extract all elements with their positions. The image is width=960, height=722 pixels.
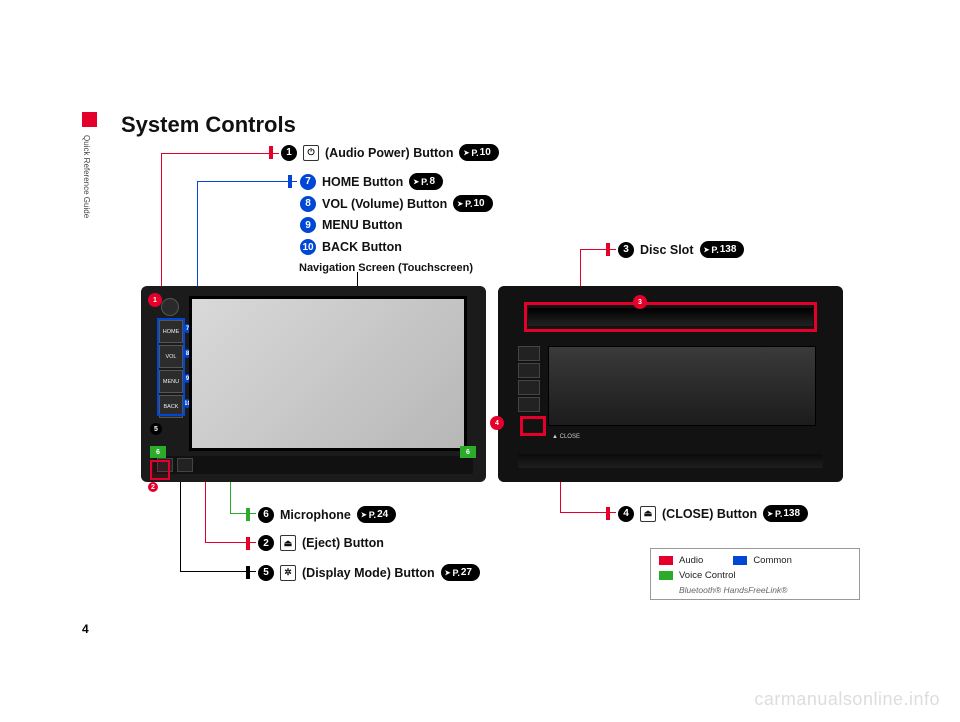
side-section-label-text: Quick Reference Guide <box>82 135 91 218</box>
callout-row: 2 ⏏ (Eject) Button <box>258 535 384 551</box>
callout-number-badge: 9 <box>300 217 316 233</box>
right-bottom-line <box>518 454 823 468</box>
legend-subtext: Bluetooth® HandsFreeLink® <box>679 585 851 595</box>
lead-mark <box>246 537 250 550</box>
bottom-bar <box>153 456 473 474</box>
lead-mark <box>606 507 610 520</box>
right-display-panel <box>548 346 816 426</box>
callout-icon: ⏻ <box>303 145 319 161</box>
touchscreen-area <box>189 296 467 451</box>
callout-icon: ✲ <box>280 565 296 581</box>
callout-row: 8 VOL (Volume) Button P.10 <box>300 195 493 212</box>
page-ref-badge: P.138 <box>763 505 808 522</box>
lead-mark <box>606 243 610 256</box>
overlay-marker-6-left: 6 <box>150 446 166 458</box>
page-ref-badge: P.24 <box>357 506 396 523</box>
callout-label: (Audio Power) Button <box>325 146 453 160</box>
callout-label: BACK Button <box>322 240 402 254</box>
power-button-graphic <box>161 298 179 316</box>
close-button-highlight <box>520 416 546 436</box>
page-ref-badge: P.138 <box>700 241 745 258</box>
legend-label-audio: Audio <box>679 555 703 566</box>
leader-line <box>230 513 256 514</box>
callout-number-badge: 2 <box>258 535 274 551</box>
overlay-marker-2: 2 <box>150 460 170 480</box>
lead-mark <box>246 508 250 521</box>
page-ref-badge: P.10 <box>453 195 492 212</box>
callout-label: MENU Button <box>322 218 403 232</box>
display-mode-button-graphic <box>177 458 193 472</box>
legend-box: Audio Common Voice Control Bluetooth® Ha… <box>650 548 860 600</box>
callout-label: Microphone <box>280 508 351 522</box>
leader-line <box>205 472 206 542</box>
callout-number-badge: 10 <box>300 239 316 255</box>
overlay-marker-3: 3 <box>633 295 647 309</box>
callout-number-badge: 4 <box>618 506 634 522</box>
leader-line <box>580 249 616 250</box>
callout-label: VOL (Volume) Button <box>322 197 447 211</box>
legend-swatch-common <box>733 556 747 565</box>
callout-number-badge: 5 <box>258 565 274 581</box>
callout-icon: ⏏ <box>280 535 296 551</box>
callout-label: (Display Mode) Button <box>302 566 435 580</box>
page-title: System Controls <box>121 112 296 138</box>
leader-line <box>180 571 256 572</box>
side-section-label: Quick Reference Guide <box>82 135 97 335</box>
leader-line <box>161 153 162 295</box>
callout-label: Disc Slot <box>640 243 694 257</box>
page-ref-badge: P.8 <box>409 173 443 190</box>
legend-label-voice: Voice Control <box>679 570 736 581</box>
legend-swatch-audio <box>659 556 673 565</box>
left-head-unit: HOME7VOL8MENU9BACK10 <box>141 286 486 482</box>
callout-row: 6 Microphone P.24 <box>258 506 396 523</box>
callout-row: 10 BACK Button <box>300 239 402 255</box>
overlay-marker-6-right: 6 <box>460 446 476 458</box>
legend-swatch-voice <box>659 571 673 580</box>
right-head-unit: ▲ CLOSE <box>498 286 843 482</box>
lead-mark <box>246 566 250 579</box>
overlay-marker-5: 5 <box>150 423 162 435</box>
leader-line <box>161 153 279 154</box>
callout-row: 5 ✲ (Display Mode) Button P.27 <box>258 564 480 581</box>
callout-number-badge: 7 <box>300 174 316 190</box>
red-corner-tab <box>82 112 97 127</box>
callout-row: 7 HOME Button P.8 <box>300 173 443 190</box>
disc-slot-highlight <box>524 302 817 332</box>
callout-number-badge: 3 <box>618 242 634 258</box>
right-left-column <box>518 346 540 412</box>
page-ref-badge: P.10 <box>459 144 498 161</box>
callout-label: (Eject) Button <box>302 536 384 550</box>
callout-label: (CLOSE) Button <box>662 507 757 521</box>
overlay-marker-1: 1 <box>148 293 162 307</box>
callout-icon: ⏏ <box>640 506 656 522</box>
callout-row: 4 ⏏ (CLOSE) Button P.138 <box>618 505 808 522</box>
callout-number-badge: 6 <box>258 507 274 523</box>
overlay-marker-4: 4 <box>490 416 504 430</box>
legend-label-common: Common <box>753 555 792 566</box>
callout-row: 1 ⏻ (Audio Power) Button P.10 <box>281 144 499 161</box>
page-number: 4 <box>82 622 89 636</box>
callout-number-badge: 8 <box>300 196 316 212</box>
callout-number-badge: 1 <box>281 145 297 161</box>
overlay-btncol-highlight <box>157 318 185 416</box>
callout-row: 9 MENU Button <box>300 217 403 233</box>
close-button-label: ▲ CLOSE <box>552 434 580 440</box>
watermark: carmanualsonline.info <box>754 689 940 710</box>
page-ref-badge: P.27 <box>441 564 480 581</box>
callout-row: 3 Disc Slot P.138 <box>618 241 744 258</box>
leader-line <box>197 181 297 182</box>
callout-label: HOME Button <box>322 175 403 189</box>
nav-screen-caption: Navigation Screen (Touchscreen) <box>299 262 473 274</box>
